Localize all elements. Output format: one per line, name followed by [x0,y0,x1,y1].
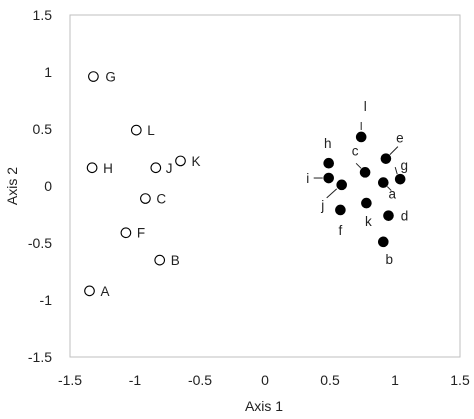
open-point-A [84,285,95,297]
leader-line-j [326,188,338,199]
point-label-g: g [400,158,408,173]
point-label-L: L [147,123,155,138]
point-label-A: A [101,284,110,299]
point-label-a: a [389,187,397,202]
point-label-c: c [352,143,359,158]
point-label-j: j [320,198,324,213]
point-labels: G L H J K C F B Al h e c ij ga k f d b [101,70,409,299]
x-tick-label: 0 [261,372,269,388]
point-label-f: f [339,223,343,238]
x-tick-label: -1 [129,372,142,388]
leader-lines [313,121,399,199]
y-axis-title: Axis 2 [4,167,20,205]
point-label-k: k [365,214,372,229]
open-point-K [175,155,186,167]
y-tick-label: 1.5 [33,7,53,23]
point-label-J: J [166,161,173,176]
open-point-L [130,124,142,136]
leader-line-a [386,186,392,191]
point-label-e: e [396,131,404,146]
open-point-J [150,162,162,174]
leader-line-e [389,146,399,155]
y-tick-label: -1.5 [28,349,52,365]
y-tick-labels: -1.5 -1 -0.5 0 0.5 1 1.5 [28,7,52,365]
filled-point-b [378,236,389,248]
point-label-G: G [105,70,116,85]
filled-point-f [335,204,346,216]
open-point-F [120,227,132,239]
filled-point-g [394,173,406,185]
x-tick-labels: -1.5 -1 -0.5 0 0.5 1 1.5 [58,372,470,388]
x-tick-label: 1 [391,372,399,388]
y-tick-label: 1 [44,64,52,80]
y-tick-label: -0.5 [28,235,52,251]
data-points [84,71,406,297]
leader-line-g [394,167,398,175]
open-point-H [86,162,98,174]
point-label-H: H [103,161,113,176]
y-tick-label: 0 [44,178,52,194]
open-point-G [88,71,99,82]
x-axis-title: Axis 1 [245,398,283,414]
filled-point-e [380,153,392,164]
y-tick-label: 0.5 [33,121,53,137]
filled-point-d [383,210,394,221]
point-label-b: b [386,252,394,267]
x-tick-label: 1.5 [450,372,470,388]
filled-point-j [336,179,348,191]
point-label-i: i [306,171,309,186]
y-tick-label: -1 [40,292,53,308]
filled-point-l [355,131,367,143]
point-label-B: B [171,253,180,268]
filled-point-a [378,177,389,188]
point-label-l: l [364,99,367,114]
point-label-K: K [192,154,201,169]
x-tick-label: 0.5 [320,372,340,388]
filled-point-i [323,172,335,184]
open-point-C [140,193,151,204]
point-label-h: h [324,136,332,151]
plot-area [69,14,461,358]
filled-point-c [359,167,371,178]
point-label-F: F [137,226,145,241]
x-tick-label: -1.5 [58,372,82,388]
leader-line-c [355,162,362,169]
filled-point-k [361,197,372,209]
point-label-C: C [156,192,166,207]
filled-point-h [323,157,335,169]
open-point-B [154,254,166,266]
x-tick-label: -0.5 [188,372,212,388]
point-label-d: d [401,209,409,224]
